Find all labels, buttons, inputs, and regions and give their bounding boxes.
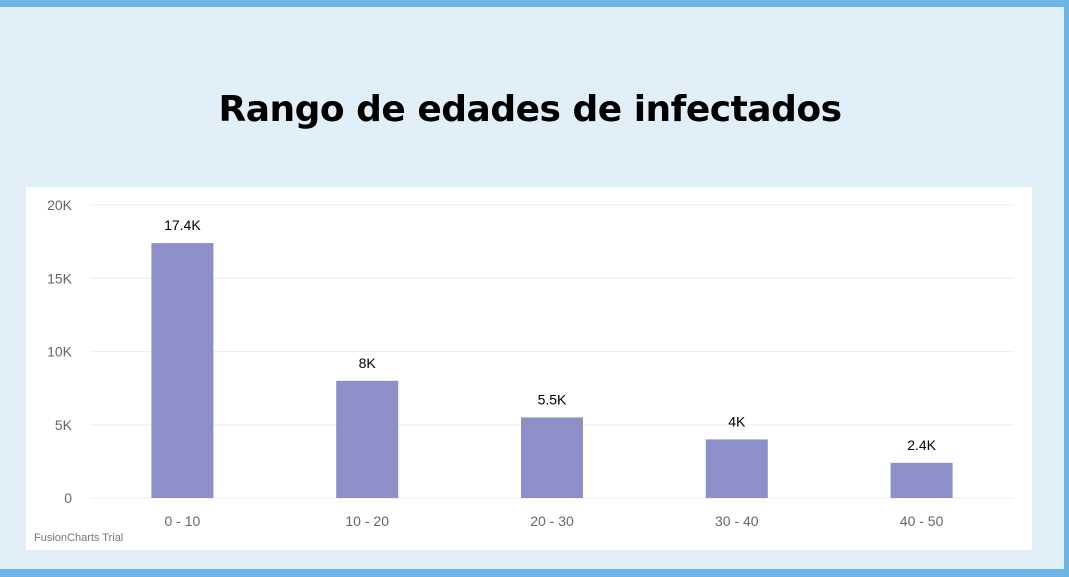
chart-area: 0 5K 10K 15K 20K 17.4K 0 - 10 8K 10 - 20 5.5K 20 -… (26, 187, 1032, 550)
x-tick-label: 0 - 10 (164, 513, 200, 529)
bar (336, 380, 399, 498)
bar-chart: 0 5K 10K 15K 20K 17.4K 0 - 10 8K 10 - 20 5.5K 20 -… (47, 197, 1014, 529)
data-label: 2.4K (907, 437, 936, 453)
y-tick-label: 15K (47, 270, 73, 286)
data-label: 4K (728, 413, 746, 429)
y-tick-label: 5K (55, 417, 73, 433)
y-tick-label: 0 (64, 490, 72, 506)
chart-panel: Rango de edades de infectados 0 5K 10K 15K 2… (0, 7, 1064, 569)
y-tick-label: 20K (47, 197, 73, 213)
x-tick-label: 20 - 30 (530, 513, 574, 529)
y-tick-label: 10K (47, 344, 73, 360)
bar (890, 462, 953, 498)
x-tick-label: 30 - 40 (715, 513, 759, 529)
data-label: 8K (359, 355, 377, 371)
bar (705, 439, 768, 498)
data-label: 17.4K (164, 217, 201, 233)
bar (151, 243, 214, 498)
trial-watermark: FusionCharts Trial (34, 532, 124, 544)
x-tick-label: 40 - 50 (900, 513, 944, 529)
bar (521, 417, 583, 498)
x-tick-label: 10 - 20 (345, 513, 389, 529)
data-label: 5.5K (538, 391, 567, 407)
chart-title: Rango de edades de infectados (218, 89, 842, 130)
